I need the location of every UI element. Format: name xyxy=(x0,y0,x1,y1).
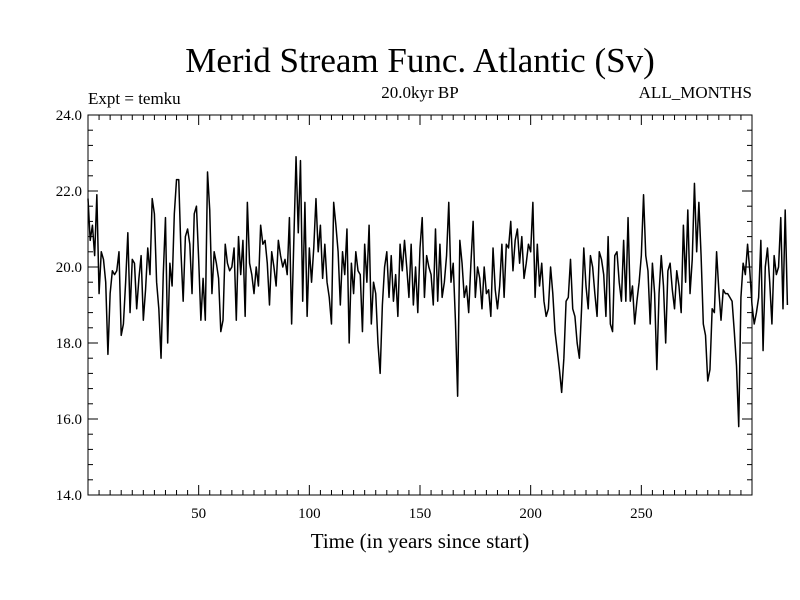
plot-frame xyxy=(87,114,753,496)
x-tick-label: 100 xyxy=(298,506,321,522)
x-axis-ticks xyxy=(98,115,742,495)
y-tick-label: 18.0 xyxy=(56,336,82,352)
y-tick-label: 20.0 xyxy=(56,260,82,276)
y-axis-ticks xyxy=(88,129,752,481)
y-tick-label: 24.0 xyxy=(56,108,82,124)
y-tick-label: 14.0 xyxy=(56,488,82,504)
x-tick-label: 50 xyxy=(191,506,206,522)
x-tick-label: 200 xyxy=(519,506,542,522)
months-label: ALL_MONTHS xyxy=(639,83,752,102)
x-axis-label: Time (in years since start) xyxy=(311,529,530,553)
experiment-label: Expt = temku xyxy=(88,89,181,108)
y-tick-label: 22.0 xyxy=(56,184,82,200)
x-tick-label: 250 xyxy=(630,506,653,522)
chart-title: Merid Stream Func. Atlantic (Sv) xyxy=(185,41,655,80)
y-axis-tick-labels: 14.0 16.0 18.0 20.0 22.0 24.0 xyxy=(56,108,82,504)
time-period-label: 20.0kyr BP xyxy=(381,83,458,102)
x-axis-tick-labels: 50 100 150 200 250 xyxy=(191,506,652,522)
series-line xyxy=(87,156,789,428)
x-tick-label: 150 xyxy=(409,506,432,522)
y-tick-label: 16.0 xyxy=(56,412,82,428)
